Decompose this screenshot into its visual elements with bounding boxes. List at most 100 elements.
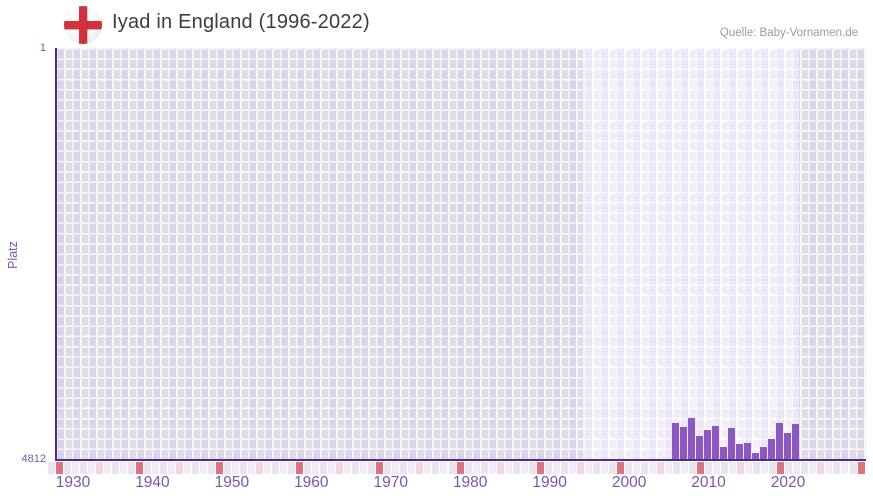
timeline-cell (231, 462, 239, 474)
timeline-cell (360, 462, 368, 474)
x-axis-tick-label: 1990 (532, 474, 567, 491)
timeline-cell (825, 462, 833, 474)
timeline-cell (600, 462, 608, 474)
timeline-marker-pink (737, 462, 745, 474)
timeline-cell (143, 462, 151, 474)
bar-2017[interactable] (752, 453, 759, 459)
bar-2016[interactable] (744, 443, 751, 459)
timeline-cell (624, 462, 632, 474)
timeline-cell (328, 462, 336, 474)
x-axis-tick-label: 1940 (135, 474, 170, 491)
bar-2013[interactable] (720, 447, 727, 459)
bar-2020[interactable] (776, 423, 783, 459)
bar-2007[interactable] (672, 423, 679, 459)
timeline-marker-pink (95, 462, 103, 474)
timeline-cell (191, 462, 199, 474)
x-axis-tick-label: 1950 (214, 474, 250, 491)
chart-title: Iyad in England (1996-2022) (112, 11, 370, 33)
bar-2021[interactable] (784, 433, 791, 459)
timeline-cell (584, 462, 592, 474)
source-attribution-link[interactable]: Quelle: Baby-Vornamen.de (719, 27, 858, 39)
timeline-cell (761, 462, 769, 474)
timeline-cell (809, 462, 817, 474)
timeline-cell (464, 462, 472, 474)
grid-lines (56, 48, 866, 459)
bar-2011[interactable] (704, 430, 711, 459)
timeline-marker-pink (256, 462, 264, 474)
timeline-cell (63, 462, 71, 474)
timeline-cell (183, 462, 191, 474)
x-axis-tick-label: 1970 (373, 474, 408, 491)
timeline-cell (408, 462, 416, 474)
timeline-cell (400, 462, 408, 474)
x-axis-tick-label: 2000 (611, 474, 647, 491)
timeline-marker-pink (336, 462, 344, 474)
bar-2022[interactable] (792, 424, 799, 459)
timeline-cell (199, 462, 207, 474)
timeline-cell (304, 462, 312, 474)
timeline-cell (79, 462, 87, 474)
timeline-cell (681, 462, 689, 474)
timeline-cell (560, 462, 568, 474)
timeline-cell (608, 462, 616, 474)
timeline-cell (207, 462, 215, 474)
bar-2018[interactable] (760, 447, 767, 459)
timeline-marker-pink (175, 462, 183, 474)
timeline-cell (280, 462, 288, 474)
bar-2015[interactable] (736, 444, 743, 459)
timeline-cell (151, 462, 159, 474)
timeline-marker-pink (657, 462, 665, 474)
timeline-marker-red (536, 462, 544, 474)
timeline-cell (472, 462, 480, 474)
timeline-marker-pink (416, 462, 424, 474)
timeline-cell (264, 462, 272, 474)
y-axis-line (55, 48, 57, 461)
timeline-marker-pink (576, 462, 584, 474)
timeline-cell (504, 462, 512, 474)
timeline-cell (71, 462, 79, 474)
timeline-marker-red (616, 462, 624, 474)
timeline-cell (640, 462, 648, 474)
timeline-cell (440, 462, 448, 474)
timeline-cell (480, 462, 488, 474)
timeline-cell (392, 462, 400, 474)
x-axis-tick-label: 2020 (770, 474, 806, 491)
timeline-cell (424, 462, 432, 474)
timeline-cell (512, 462, 520, 474)
timeline-cell (785, 462, 793, 474)
timeline-marker-red (857, 462, 865, 474)
timeline-marker-red (296, 462, 304, 474)
timeline-cell (352, 462, 360, 474)
bar-2010[interactable] (696, 436, 703, 459)
timeline-cell (568, 462, 576, 474)
timeline-marker-red (135, 462, 143, 474)
timeline-cell (753, 462, 761, 474)
timeline-cell (665, 462, 673, 474)
bar-2008[interactable] (680, 427, 687, 459)
timeline-cell (488, 462, 496, 474)
flag-cross-vertical (79, 6, 87, 44)
timeline-cell (312, 462, 320, 474)
timeline-cell (159, 462, 167, 474)
x-axis-tick-label: 2010 (691, 474, 726, 491)
timeline-cell (223, 462, 231, 474)
y-axis-tick-bottom: 4812 (21, 453, 46, 465)
timeline-cell (632, 462, 640, 474)
y-axis-tick-top: 1 (39, 42, 46, 54)
timeline-cell (793, 462, 801, 474)
timeline-cell (769, 462, 777, 474)
bar-2009[interactable] (688, 418, 695, 459)
timeline-cell (272, 462, 280, 474)
timeline-cell (592, 462, 600, 474)
bar-2019[interactable] (768, 439, 775, 459)
timeline-marker-pink (817, 462, 825, 474)
timeline-cell (713, 462, 721, 474)
timeline-cell (673, 462, 681, 474)
bar-2012[interactable] (712, 426, 719, 459)
timeline-cell (841, 462, 849, 474)
timeline-cell (320, 462, 328, 474)
timeline-cell (47, 462, 55, 474)
bar-2014[interactable] (728, 428, 735, 459)
timeline-marker-pink (496, 462, 504, 474)
